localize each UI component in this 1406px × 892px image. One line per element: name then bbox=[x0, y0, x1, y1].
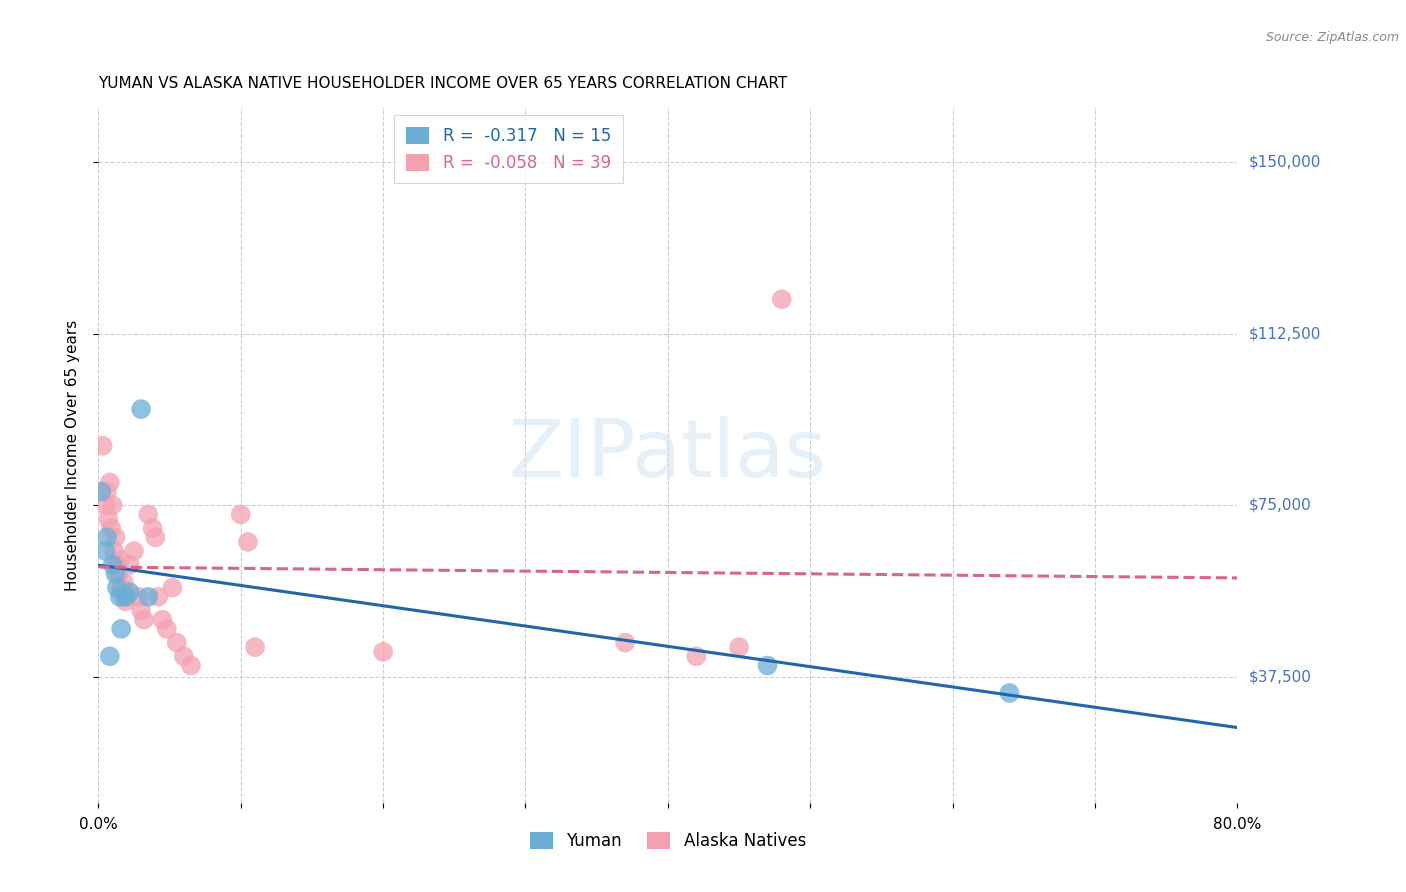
Point bbox=[94, 498, 117, 512]
Point bbox=[96, 484, 118, 499]
Point bbox=[105, 558, 128, 572]
Point bbox=[156, 622, 179, 636]
Point bbox=[998, 686, 1021, 700]
Point bbox=[162, 581, 184, 595]
Point bbox=[104, 566, 127, 581]
Point bbox=[685, 649, 707, 664]
Point bbox=[107, 566, 129, 581]
Point bbox=[129, 603, 152, 617]
Point bbox=[118, 585, 141, 599]
Point bbox=[110, 622, 132, 636]
Point bbox=[152, 613, 174, 627]
Point bbox=[129, 402, 152, 417]
Point bbox=[97, 512, 120, 526]
Point bbox=[96, 530, 118, 544]
Point bbox=[756, 658, 779, 673]
Point bbox=[180, 658, 202, 673]
Point bbox=[100, 521, 122, 535]
Point bbox=[145, 530, 167, 544]
Point bbox=[118, 558, 141, 572]
Point bbox=[243, 640, 266, 655]
Point bbox=[114, 590, 136, 604]
Point bbox=[101, 558, 124, 572]
Text: $75,000: $75,000 bbox=[1249, 498, 1312, 513]
Point bbox=[114, 594, 136, 608]
Point bbox=[148, 590, 170, 604]
Point bbox=[173, 649, 195, 664]
Point bbox=[91, 439, 114, 453]
Point bbox=[103, 544, 125, 558]
Point bbox=[105, 581, 128, 595]
Point bbox=[112, 576, 135, 591]
Legend: Yuman, Alaska Natives: Yuman, Alaska Natives bbox=[523, 826, 813, 857]
Text: 0.0%: 0.0% bbox=[79, 816, 118, 831]
Point bbox=[101, 498, 124, 512]
Text: $150,000: $150,000 bbox=[1249, 154, 1320, 169]
Text: YUMAN VS ALASKA NATIVE HOUSEHOLDER INCOME OVER 65 YEARS CORRELATION CHART: YUMAN VS ALASKA NATIVE HOUSEHOLDER INCOM… bbox=[98, 76, 787, 91]
Point bbox=[136, 590, 159, 604]
Point bbox=[728, 640, 751, 655]
Point bbox=[108, 590, 131, 604]
Point bbox=[90, 484, 112, 499]
Text: $37,500: $37,500 bbox=[1249, 669, 1312, 684]
Point bbox=[166, 635, 188, 649]
Point bbox=[236, 534, 259, 549]
Text: Source: ZipAtlas.com: Source: ZipAtlas.com bbox=[1265, 31, 1399, 45]
Point bbox=[110, 581, 132, 595]
Point bbox=[115, 590, 138, 604]
Text: ZIPatlas: ZIPatlas bbox=[509, 416, 827, 494]
Point bbox=[104, 530, 127, 544]
Text: $112,500: $112,500 bbox=[1249, 326, 1320, 341]
Point bbox=[136, 508, 159, 522]
Point bbox=[98, 649, 121, 664]
Point bbox=[94, 544, 117, 558]
Point bbox=[108, 553, 131, 567]
Point bbox=[132, 613, 155, 627]
Point bbox=[614, 635, 637, 649]
Text: 80.0%: 80.0% bbox=[1213, 816, 1261, 831]
Y-axis label: Householder Income Over 65 years: Householder Income Over 65 years bbox=[65, 319, 80, 591]
Point bbox=[373, 645, 395, 659]
Point bbox=[229, 508, 252, 522]
Point bbox=[98, 475, 121, 490]
Point bbox=[770, 293, 793, 307]
Point bbox=[141, 521, 163, 535]
Point bbox=[127, 590, 149, 604]
Point bbox=[122, 544, 145, 558]
